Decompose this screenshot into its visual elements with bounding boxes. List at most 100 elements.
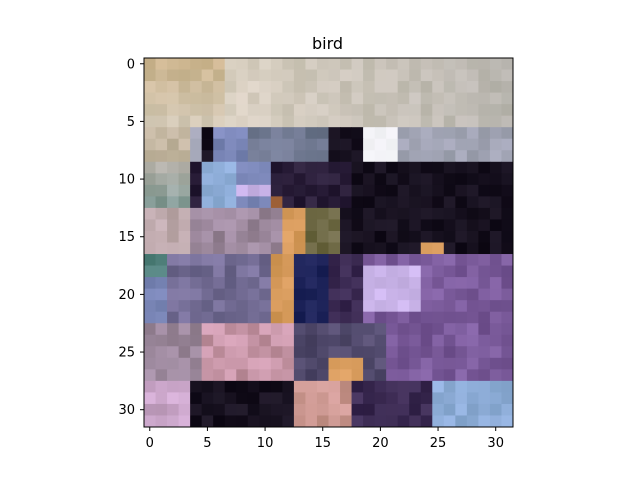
pixel-cell	[409, 196, 422, 209]
pixel-cell	[213, 104, 226, 117]
pixel-cell	[236, 265, 249, 278]
pixel-cell	[409, 69, 422, 82]
pixel-cell	[270, 104, 283, 117]
pixel-cell	[282, 184, 295, 197]
pixel-cell	[455, 392, 468, 405]
y-tick-label: 5	[127, 115, 135, 130]
pixel-cell	[478, 380, 491, 393]
pixel-cell	[316, 369, 329, 382]
pixel-cell	[178, 104, 191, 117]
pixel-cell	[293, 254, 306, 266]
pixel-cell	[190, 254, 203, 266]
pixel-cell	[328, 173, 341, 186]
pixel-cell	[328, 69, 341, 82]
pixel-cell	[293, 104, 306, 117]
pixel-cell	[432, 346, 445, 359]
pixel-cell	[386, 81, 399, 93]
pixel-cell	[178, 219, 191, 232]
pixel-cell	[363, 369, 376, 382]
pixel-cell	[397, 219, 410, 232]
pixel-cell	[432, 92, 445, 105]
pixel-cell	[178, 357, 191, 370]
pixel-cell	[374, 58, 387, 70]
pixel-cell	[420, 150, 433, 163]
pixel-cell	[478, 127, 491, 140]
pixel-cell	[466, 92, 479, 105]
pixel-cell	[501, 300, 514, 313]
pixel-cell	[155, 346, 168, 359]
pixel-cell	[190, 81, 203, 93]
pixel-cell	[144, 323, 156, 336]
pixel-cell	[190, 230, 203, 243]
pixel-cell	[167, 161, 179, 174]
pixel-cell	[351, 357, 364, 370]
pixel-cell	[374, 242, 387, 255]
pixel-cell	[293, 300, 306, 313]
pixel-cell	[363, 415, 376, 428]
pixel-cell	[409, 254, 422, 266]
pixel-cell	[190, 369, 203, 382]
pixel-cell	[224, 415, 237, 428]
pixel-cell	[167, 357, 179, 370]
pixel-cell	[501, 380, 514, 393]
pixel-cell	[501, 311, 514, 324]
pixel-cell	[259, 242, 272, 255]
pixel-cell	[455, 265, 468, 278]
pixel-cell	[420, 300, 433, 313]
pixel-cell	[316, 323, 329, 336]
pixel-cell	[386, 392, 399, 405]
pixel-cell	[224, 92, 237, 105]
pixel-cell	[328, 230, 341, 243]
pixel-cell	[282, 392, 295, 405]
pixel-cell	[443, 277, 456, 290]
pixel-cell	[328, 265, 341, 278]
pixel-cell	[293, 92, 306, 105]
pixel-cell	[213, 380, 226, 393]
pixel-cell	[259, 207, 272, 220]
pixel-cell	[270, 415, 283, 428]
pixel-cell	[386, 184, 399, 197]
pixel-cell	[247, 277, 260, 290]
pixel-cell	[374, 369, 387, 382]
pixel-cell	[155, 311, 168, 324]
pixel-cell	[351, 127, 364, 140]
pixel-cell	[224, 277, 237, 290]
pixel-cell	[489, 150, 502, 163]
pixel-cell	[190, 115, 203, 128]
pixel-cell	[409, 300, 422, 313]
pixel-cell	[293, 288, 306, 301]
pixel-cell	[397, 58, 410, 70]
pixel-cell	[190, 138, 203, 151]
pixel-cell	[282, 242, 295, 255]
pixel-cell	[432, 196, 445, 209]
pixel-cell	[247, 150, 260, 163]
pixel-cell	[466, 242, 479, 255]
pixel-cell	[501, 254, 514, 266]
pixel-cell	[167, 138, 179, 151]
pixel-cell	[340, 115, 352, 128]
pixel-cell	[270, 254, 283, 266]
pixel-cell	[374, 69, 387, 82]
pixel-cell	[201, 104, 214, 117]
pixel-cell	[386, 334, 399, 347]
pixel-cell	[190, 392, 203, 405]
pixel-cell	[305, 230, 318, 243]
pixel-cell	[489, 115, 502, 128]
pixel-cell	[374, 288, 387, 301]
axes-frame	[143, 57, 514, 428]
pixel-cell	[282, 150, 295, 163]
pixel-cell	[328, 104, 341, 117]
x-tick-label: 20	[372, 436, 389, 451]
pixel-cell	[213, 150, 226, 163]
pixel-cell	[443, 415, 456, 428]
pixel-cell	[478, 346, 491, 359]
pixel-cell	[270, 403, 283, 416]
pixel-cell	[190, 69, 203, 82]
pixel-cell	[328, 403, 341, 416]
pixel-cell	[190, 58, 203, 70]
pixel-cell	[363, 219, 376, 232]
pixel-cell	[501, 334, 514, 347]
pixel-cell	[351, 230, 364, 243]
pixel-cell	[409, 230, 422, 243]
